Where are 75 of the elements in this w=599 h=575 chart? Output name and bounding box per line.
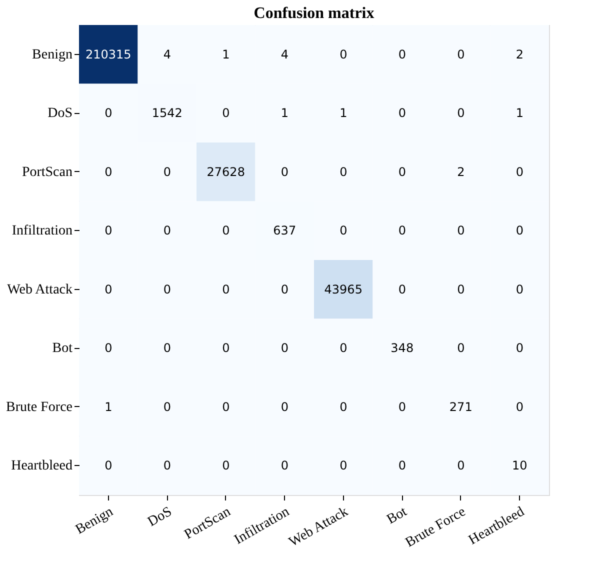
x-tick-label: Bot (384, 504, 410, 528)
data-label: 0 (104, 341, 112, 356)
data-label: 4 (163, 47, 171, 62)
data-label: 0 (280, 341, 288, 356)
data-label: 348 (390, 341, 414, 356)
data-label: 271 (449, 400, 472, 414)
data-label: 1542 (152, 106, 182, 120)
data-label: 0 (163, 224, 171, 238)
data-label: 2 (457, 164, 465, 179)
data-label: 4 (280, 47, 288, 62)
data-label: 0 (280, 164, 288, 179)
data-label: 210315 (85, 47, 132, 62)
y-tick-label: Bot (52, 341, 73, 356)
data-label: 0 (222, 341, 230, 356)
data-label: 0 (163, 282, 171, 296)
data-label: 0 (457, 224, 465, 238)
data-label: 0 (516, 400, 524, 414)
data-label: 0 (104, 282, 112, 296)
data-label: 27628 (206, 164, 245, 179)
data-label: 0 (457, 341, 465, 356)
data-label: 43965 (324, 282, 362, 296)
y-tick-label: Web Attack (7, 282, 72, 298)
y-tick-label: Heartbleed (11, 458, 72, 474)
data-label: 1 (516, 106, 524, 120)
data-label: 0 (516, 164, 524, 179)
x-tick-label: DoS (146, 504, 175, 530)
data-label: 0 (163, 341, 171, 356)
data-label: 0 (516, 341, 524, 356)
data-label: 0 (516, 224, 524, 238)
data-label: 0 (163, 164, 171, 179)
data-label: 0 (222, 282, 230, 296)
data-label: 0 (398, 400, 406, 414)
data-label: 0 (163, 458, 171, 473)
data-label: 0 (104, 106, 112, 120)
data-label: 0 (104, 164, 112, 179)
data-label: 0 (222, 106, 230, 120)
data-label: 0 (340, 341, 348, 356)
y-tick-label: PortScan (22, 164, 72, 180)
data-label: 0 (280, 458, 288, 473)
data-label: 0 (340, 458, 348, 473)
data-label: 0 (457, 106, 465, 120)
data-label: 0 (340, 400, 348, 414)
data-label: 0 (457, 282, 465, 296)
data-label: 0 (340, 224, 348, 238)
data-label: 2 (516, 47, 524, 62)
data-label: 0 (222, 400, 230, 414)
data-label: 0 (516, 282, 524, 296)
data-label: 0 (457, 458, 465, 473)
y-tick-label: Benign (32, 47, 72, 62)
data-label: 0 (280, 282, 288, 296)
data-label: 0 (398, 282, 406, 296)
y-tick-label: Brute Force (6, 400, 72, 415)
data-label: 0 (398, 164, 406, 179)
data-label: 0 (222, 224, 230, 238)
data-label: 0 (457, 47, 465, 62)
data-label: 0 (104, 458, 112, 473)
data-label: 1 (340, 106, 348, 120)
data-label: 0 (340, 47, 348, 62)
data-label: 1 (104, 400, 112, 414)
data-label: 637 (273, 224, 296, 238)
data-label: 0 (398, 47, 406, 62)
chart-title: Confusion matrix (254, 5, 374, 22)
data-label: 0 (340, 164, 348, 179)
data-label: 0 (163, 400, 171, 414)
data-label: 0 (398, 106, 406, 120)
data-label: 0 (398, 458, 406, 473)
data-label: 10 (512, 458, 528, 473)
data-label: 0 (222, 458, 230, 473)
data-label: 0 (104, 224, 112, 238)
y-tick-label: DoS (48, 106, 72, 122)
data-label: 0 (280, 400, 288, 414)
data-label: 1 (222, 47, 230, 62)
y-tick-label: Infiltration (12, 224, 72, 239)
data-label: 0 (398, 224, 406, 238)
data-label: 1 (280, 106, 288, 120)
